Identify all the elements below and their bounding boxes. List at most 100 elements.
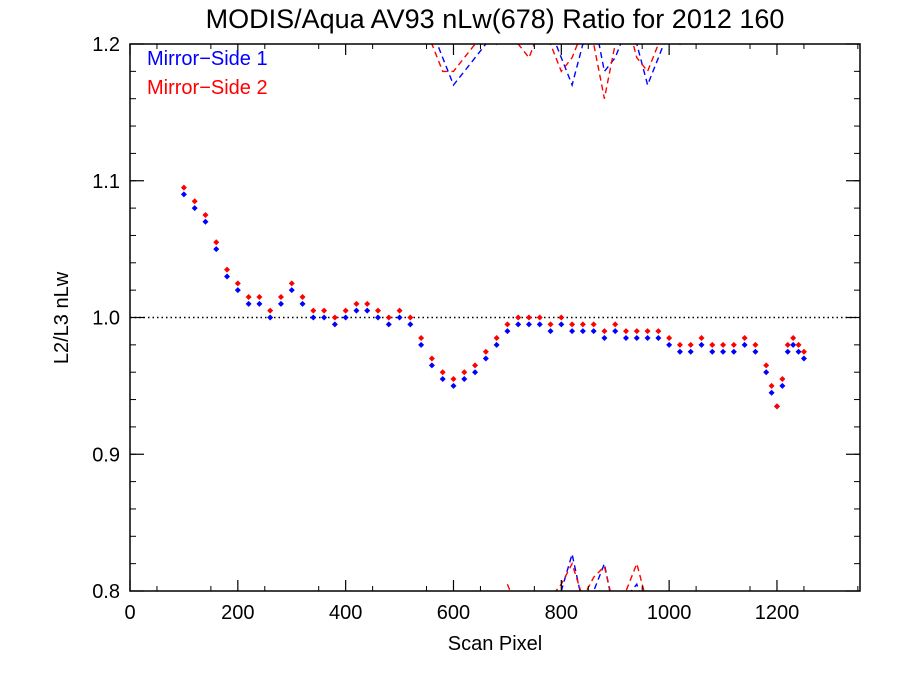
mirror-side-1-point <box>779 382 786 389</box>
mirror-side-1-point <box>698 341 705 348</box>
mirror-side-1-point <box>644 335 651 342</box>
mirror-side-1-point <box>472 369 479 376</box>
mirror-side-2-point <box>779 376 786 383</box>
mirror-side-2-point <box>569 321 576 328</box>
mirror-side-2-point <box>666 335 673 342</box>
mirror-side-1-point <box>342 314 349 321</box>
mirror-side-2-point <box>353 300 360 307</box>
y-tick-label: 1.1 <box>92 171 120 193</box>
mirror-side-2-point <box>321 307 328 314</box>
mirror-side-1-point <box>720 348 727 355</box>
mirror-side-2-point <box>515 314 522 321</box>
mirror-side-1-point <box>202 218 209 225</box>
mirror-side-2-point <box>375 307 382 314</box>
mirror-side-1-point <box>493 341 500 348</box>
mirror-side-2-point <box>418 335 425 342</box>
mirror-side-1-point <box>569 328 576 335</box>
mirror-side-1-point <box>245 300 252 307</box>
mirror-side-1-point <box>763 369 770 376</box>
mirror-side-1-point <box>321 314 328 321</box>
x-tick-label: 800 <box>545 602 578 624</box>
mirror-side-2-point <box>310 307 317 314</box>
mirror-side-2-point <box>590 321 597 328</box>
mirror-side-2-point <box>450 376 457 383</box>
dashed-series-line <box>431 44 660 99</box>
mirror-side-1-point <box>633 335 640 342</box>
mirror-side-2-point <box>342 307 349 314</box>
mirror-side-1-point <box>558 321 565 328</box>
legend: Mirror−Side 1 Mirror−Side 2 <box>147 48 268 99</box>
x-axis-ticks: 0 200 400 600 800 1000 1200 <box>124 44 859 624</box>
dashed-series-line <box>436 44 681 88</box>
mirror-side-2-point <box>655 328 662 335</box>
mirror-side-2-point <box>790 335 797 342</box>
mirror-side-1-point <box>180 191 187 198</box>
mirror-side-2-point <box>504 321 511 328</box>
mirror-side-2-point <box>245 293 252 300</box>
mirror-side-1-point <box>536 321 543 328</box>
mirror-side-2-point <box>180 184 187 191</box>
markers <box>180 184 807 410</box>
mirror-side-1-point <box>256 300 263 307</box>
mirror-side-1-point <box>730 348 737 355</box>
y-tick-label: 1.0 <box>92 308 120 330</box>
x-tick-label: 200 <box>221 602 254 624</box>
mirror-side-1-point <box>288 287 295 294</box>
x-tick-label: 1000 <box>647 602 692 624</box>
mirror-side-1-point <box>784 348 791 355</box>
legend-entry-mirror-side-2: Mirror−Side 2 <box>147 77 268 99</box>
mirror-side-2-point <box>234 280 241 287</box>
mirror-side-1-point <box>623 335 630 342</box>
x-tick-label: 600 <box>437 602 470 624</box>
y-tick-label: 1.2 <box>92 34 120 56</box>
mirror-side-1-point <box>504 328 511 335</box>
mirror-side-2-point <box>472 362 479 369</box>
mirror-side-1-point <box>795 348 802 355</box>
mirror-side-2-point <box>439 369 446 376</box>
mirror-side-1-point <box>741 341 748 348</box>
mirror-side-1-point <box>525 321 532 328</box>
mirror-side-2-point <box>773 403 780 410</box>
mirror-side-2-point <box>752 341 759 348</box>
mirror-side-1-point <box>790 341 797 348</box>
mirror-side-2-point <box>202 211 209 218</box>
mirror-side-1-point <box>418 341 425 348</box>
mirror-side-2-point <box>623 328 630 335</box>
mirror-side-2-point <box>299 293 306 300</box>
mirror-side-1-point <box>655 335 662 342</box>
mirror-side-2-point <box>795 341 802 348</box>
mirror-side-1-point <box>601 335 608 342</box>
mirror-side-2-point <box>256 293 263 300</box>
x-tick-label: 1200 <box>755 602 800 624</box>
mirror-side-1-point <box>579 328 586 335</box>
mirror-side-1-point <box>439 376 446 383</box>
mirror-side-2-point <box>547 321 554 328</box>
mirror-side-1-point <box>364 307 371 314</box>
mirror-side-1-point <box>277 300 284 307</box>
mirror-side-2-point <box>428 355 435 362</box>
mirror-side-1-point <box>331 321 338 328</box>
mirror-side-1-point <box>407 321 414 328</box>
mirror-side-2-point <box>720 341 727 348</box>
mirror-side-1-point <box>213 246 220 253</box>
mirror-side-2-point <box>364 300 371 307</box>
mirror-side-2-point <box>396 307 403 314</box>
mirror-side-1-point <box>547 328 554 335</box>
mirror-side-1-point <box>515 321 522 328</box>
mirror-side-1-point <box>375 314 382 321</box>
mirror-side-1-point <box>224 273 231 280</box>
dashed-series-line <box>506 561 645 591</box>
mirror-side-2-point <box>763 362 770 369</box>
mirror-side-1-point <box>676 348 683 355</box>
mirror-side-2-point <box>558 314 565 321</box>
mirror-side-1-point <box>353 307 360 314</box>
mirror-side-1-point <box>310 314 317 321</box>
y-axis-label: L2/L3 nLw <box>51 271 73 364</box>
mirror-side-2-point <box>644 328 651 335</box>
x-axis-label: Scan Pixel <box>448 633 543 655</box>
mirror-side-2-point <box>730 341 737 348</box>
mirror-side-2-point <box>536 314 543 321</box>
mirror-side-2-point <box>633 328 640 335</box>
mirror-side-1-point <box>191 205 198 212</box>
